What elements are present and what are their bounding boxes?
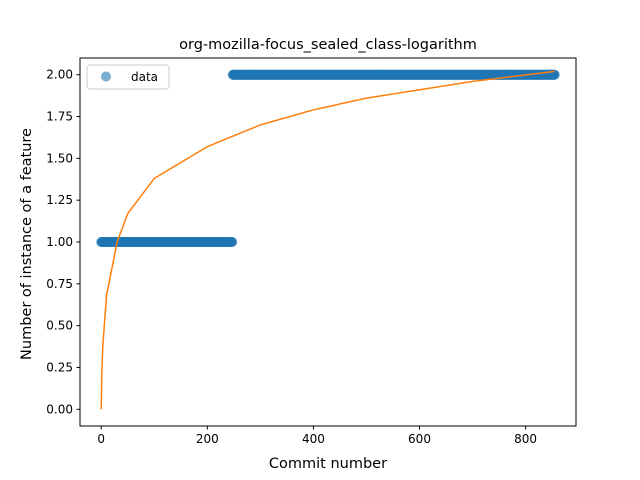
y-tick-label: 0.00 — [46, 402, 73, 416]
x-axis-label: Commit number — [269, 456, 387, 472]
y-axis-label: Number of instance of a feature — [19, 128, 35, 360]
y-tick-label: 2.00 — [46, 68, 73, 82]
x-tick-label: 800 — [514, 432, 537, 446]
y-tick-label: 0.25 — [46, 360, 73, 374]
fit-line — [100, 70, 555, 410]
x-tick-label: 400 — [302, 432, 325, 446]
y-tick-label: 1.00 — [46, 235, 73, 249]
x-tick-label: 0 — [97, 432, 105, 446]
plot-frame — [79, 57, 577, 427]
data-point — [227, 237, 238, 247]
legend-label: data — [131, 70, 158, 84]
y-ticks: 0.00 0.25 0.50 0.75 1.00 1.25 1.50 1.75 2.00 — [46, 68, 80, 416]
legend-marker — [101, 71, 111, 82]
y-tick-label: 0.50 — [46, 319, 73, 333]
legend: data — [86, 64, 170, 90]
y-tick-label: 0.75 — [46, 277, 73, 291]
y-tick-label: 1.25 — [46, 193, 73, 207]
plot-area — [96, 69, 560, 410]
y-tick-label: 1.50 — [46, 151, 73, 165]
scatter-series — [96, 69, 560, 247]
legend-box — [86, 64, 170, 90]
y-tick-label: 1.75 — [46, 110, 73, 124]
x-ticks: 0 200 400 600 800 — [97, 426, 537, 446]
x-tick-label: 600 — [408, 432, 431, 446]
chart-title: org-mozilla-focus_sealed_class-logarithm — [179, 37, 477, 53]
x-tick-label: 200 — [196, 432, 219, 446]
